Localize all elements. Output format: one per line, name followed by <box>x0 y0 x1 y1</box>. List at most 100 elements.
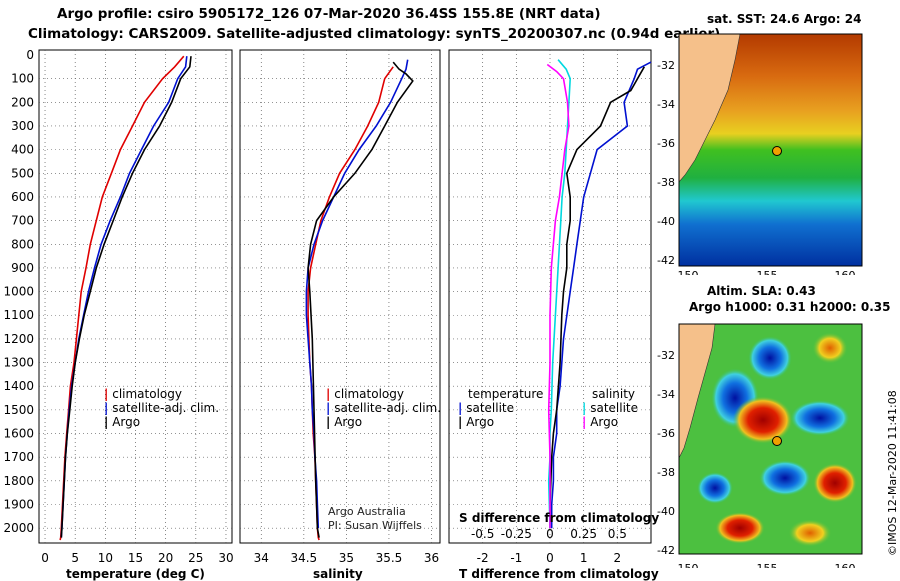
temperature-panel: 0 5 10 15 20 25 30 <box>38 49 234 565</box>
salinity-frame <box>239 49 441 544</box>
sla-map-frame <box>678 323 863 555</box>
x-tick-label: 15 <box>128 551 143 565</box>
ytick-label: -36 <box>657 427 675 440</box>
depth-tick-label: 200 <box>11 95 34 109</box>
depth-axis: 0 100 200 300 400 500 600 700 800 900 1000 1100 1200… <box>3 48 34 535</box>
depth-tick-label: 1800 <box>3 474 34 488</box>
x-tick-label: 5 <box>71 551 79 565</box>
x-tick-label: -1 <box>510 551 522 565</box>
depth-tick-label: 1200 <box>3 332 34 346</box>
legend-s-argo: | Argo <box>582 415 619 429</box>
x-top-tick-label: 0.5 <box>608 527 627 541</box>
xtick-label: 150 <box>678 562 699 568</box>
x-tick-label: 34 <box>254 551 269 565</box>
x-tick-label: 35 <box>339 551 354 565</box>
depth-tick-label: 400 <box>11 143 34 157</box>
xtick-label: 150 <box>678 269 699 275</box>
ytick-label: -40 <box>657 505 675 518</box>
ytick-label: -36 <box>657 137 675 150</box>
depth-tick-label: 1600 <box>3 427 34 441</box>
x-tick-label: 1 <box>580 551 588 565</box>
difference-xlabel-top: S difference from climatology <box>459 511 660 525</box>
depth-tick-label: 100 <box>11 72 34 86</box>
series-line-temperature-argo <box>549 66 645 529</box>
series-line-salinity-argo <box>546 63 570 529</box>
land-mass <box>678 33 741 183</box>
legend-t-argo: | Argo <box>458 415 495 429</box>
legend-t-satellite: | satellite <box>458 401 515 415</box>
depth-tick-label: 1100 <box>3 308 34 322</box>
depth-tick-label: 300 <box>11 119 34 133</box>
xtick-label: 160 <box>835 562 856 568</box>
x-tick-label: 36 <box>424 551 439 565</box>
difference-legend-left: temperature | satellite | Argo <box>458 387 543 429</box>
credit-line-2: PI: Susan Wijffels <box>328 519 422 532</box>
ytick-label: -38 <box>657 466 675 479</box>
depth-tick-label: 500 <box>11 166 34 180</box>
x-tick-label: 0 <box>41 551 49 565</box>
sla-map-title-2: Argo h1000: 0.31 h2000: 0.35 <box>689 300 891 314</box>
depth-tick-label: 600 <box>11 190 34 204</box>
xtick-label: 155 <box>757 269 778 275</box>
legend-satellite: | satellite-adj. clim. <box>326 401 442 415</box>
x-top-tick-label: 0.25 <box>570 527 597 541</box>
x-tick-label: 25 <box>188 551 203 565</box>
land-mass <box>678 323 716 459</box>
depth-tick-label: 900 <box>11 261 34 275</box>
salinity-xlabel: salinity <box>313 567 363 581</box>
legend-s-satellite: | satellite <box>582 401 639 415</box>
legend-argo: | Argo <box>104 415 141 429</box>
sla-map-xticks: 150 155 160 <box>678 562 856 568</box>
sla-map-yticks: -32 -34 -36 -38 -40 -42 <box>657 349 675 557</box>
legend-climatology: | climatology <box>326 387 404 401</box>
ytick-label: -34 <box>657 98 675 111</box>
depth-tick-label: 800 <box>11 237 34 251</box>
imos-footer: ©IMOS 12-Mar-2020 11:41:08 <box>886 390 899 556</box>
depth-tick-label: 1500 <box>3 403 34 417</box>
legend-satellite: | satellite-adj. clim. <box>104 401 220 415</box>
ytick-label: -32 <box>657 349 675 362</box>
difference-legend-right: salinity | satellite | Argo <box>582 387 638 429</box>
header-line-1: Argo profile: csiro 5905172_126 07-Mar-2… <box>57 6 601 22</box>
depth-tick-label: 0 <box>26 48 34 62</box>
sst-map-frame <box>678 33 863 267</box>
depth-tick-label: 700 <box>11 214 34 228</box>
ytick-label: -34 <box>657 388 675 401</box>
credit-line-1: Argo Australia <box>328 505 406 518</box>
x-tick-label: 2 <box>614 551 622 565</box>
depth-tick-label: 1300 <box>3 356 34 370</box>
sla-map: -32 -34 -36 -38 -40 -42 150 155 160 <box>657 323 863 568</box>
ytick-label: -40 <box>657 215 675 228</box>
depth-tick-label: 1700 <box>3 450 34 464</box>
ytick-label: -42 <box>657 254 675 267</box>
xtick-label: 160 <box>835 269 856 275</box>
x-top-tick-label: -0.5 <box>471 527 494 541</box>
ytick-label: -32 <box>657 59 675 72</box>
x-top-tick-label: 0 <box>546 527 554 541</box>
x-tick-label: 35.5 <box>376 551 403 565</box>
temperature-frame <box>38 49 233 544</box>
depth-tick-label: 1000 <box>3 285 34 299</box>
temperature-legend: | climatology | satellite-adj. clim. | A… <box>104 387 219 429</box>
x-top-tick-label: -0.25 <box>501 527 532 541</box>
legend-climatology: | climatology <box>104 387 182 401</box>
depth-tick-label: 2000 <box>3 521 34 535</box>
header-line-2: Climatology: CARS2009. Satellite-adjuste… <box>28 26 721 42</box>
x-tick-label: -2 <box>477 551 489 565</box>
legend-title-temperature: temperature <box>468 387 544 401</box>
ytick-label: -42 <box>657 544 675 557</box>
ytick-label: -38 <box>657 176 675 189</box>
x-tick-label: 30 <box>218 551 233 565</box>
legend-argo: | Argo <box>326 415 363 429</box>
x-tick-label: 0 <box>546 551 554 565</box>
argo-location-marker <box>772 146 782 156</box>
argo-location-marker <box>772 436 782 446</box>
xtick-label: 155 <box>757 562 778 568</box>
sst-map-title: sat. SST: 24.6 Argo: 24 <box>707 12 862 26</box>
x-tick-label: 34.5 <box>290 551 317 565</box>
series-line-temperature-satellite <box>550 61 652 529</box>
difference-xlabel: T difference from climatology <box>459 567 659 581</box>
x-tick-label: 20 <box>158 551 173 565</box>
x-tick-label: 10 <box>98 551 113 565</box>
